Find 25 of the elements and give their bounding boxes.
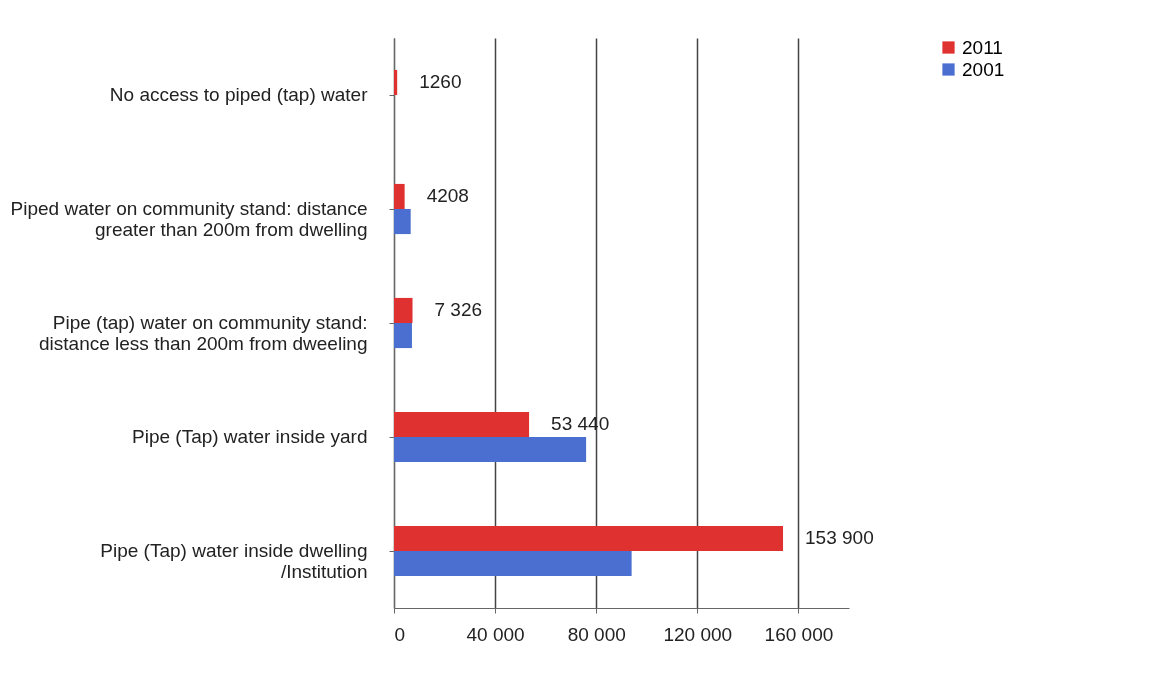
data-label: 153 900 bbox=[805, 527, 874, 549]
bar bbox=[394, 437, 587, 463]
bar bbox=[394, 209, 411, 235]
y-tick-label: No access to piped (tap) water bbox=[109, 84, 369, 105]
bar bbox=[394, 69, 398, 95]
bar bbox=[394, 323, 412, 349]
data-label: 1260 bbox=[419, 71, 462, 93]
bar bbox=[394, 297, 413, 323]
x-tick-label: 40 000 bbox=[466, 623, 525, 645]
x-tick-label: 160 000 bbox=[764, 623, 834, 645]
y-tick-label: Pipe (Tap) water inside yard bbox=[132, 426, 368, 447]
x-tick-label: 0 bbox=[394, 623, 406, 645]
x-tick-label: 120 000 bbox=[663, 623, 733, 645]
y-tick-label: Piped water on community stand: distance greater than 200m from dwelling bbox=[10, 198, 368, 240]
y-tick-label: Pipe (Tap) water inside dwelling /Institution bbox=[100, 540, 368, 582]
bar bbox=[394, 183, 405, 209]
bar bbox=[394, 551, 632, 577]
y-tick-label: Pipe (tap) water on community stand: distance less than 200m from dweeling bbox=[39, 312, 368, 354]
legend-label: 2011 bbox=[962, 36, 1003, 58]
data-label: 4208 bbox=[426, 185, 469, 207]
data-label: 7 326 bbox=[434, 299, 483, 321]
bar bbox=[394, 525, 784, 551]
legend-label: 2001 bbox=[962, 58, 1005, 80]
x-tick-label: 80 000 bbox=[567, 623, 626, 645]
bar bbox=[394, 411, 530, 437]
